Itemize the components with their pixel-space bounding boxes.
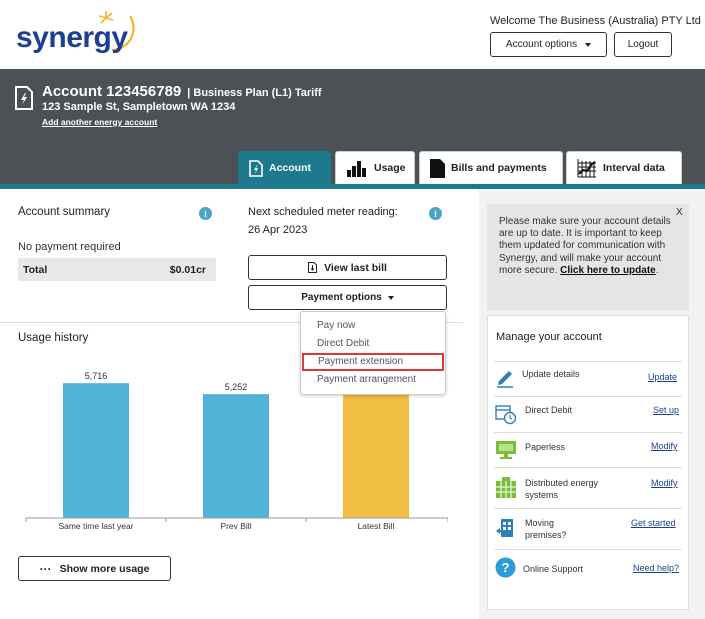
- account-summary-title: Account summary: [18, 206, 111, 218]
- get-started-link[interactable]: Get started: [631, 518, 676, 528]
- moving-building-icon: [496, 519, 513, 537]
- account-options-button[interactable]: Account options: [490, 32, 607, 57]
- document-icon: [430, 158, 445, 178]
- manage-account-panel: [487, 315, 689, 610]
- show-more-usage-label: Show more usage: [59, 562, 150, 575]
- show-more-usage-button[interactable]: ··· Show more usage: [18, 556, 171, 581]
- view-last-bill-label: View last bill: [324, 261, 387, 274]
- manage-row-paperless: [494, 432, 682, 466]
- update-link[interactable]: Update: [648, 372, 678, 382]
- tab-interval-data[interactable]: Interval data: [566, 151, 682, 184]
- logout-button[interactable]: Logout: [614, 32, 672, 57]
- info-icon[interactable]: i: [429, 207, 442, 220]
- account-tab-icon: [249, 159, 263, 177]
- payment-options-menu: Pay now Direct Debit Payment extension P…: [300, 311, 446, 395]
- add-account-link[interactable]: Add another energy account: [42, 117, 158, 127]
- caret-down-icon: [387, 295, 394, 300]
- section-divider: [0, 322, 463, 323]
- manage-label: Paperless: [525, 442, 566, 452]
- manage-row-distributed-energy: [494, 467, 682, 507]
- manage-row-moving: [494, 508, 682, 548]
- tab-usage[interactable]: Usage: [335, 151, 415, 184]
- menu-item-payment-arrangement[interactable]: Payment arrangement: [317, 374, 416, 385]
- modify-link[interactable]: Modify: [651, 478, 678, 488]
- caret-down-icon: [585, 42, 592, 47]
- manage-label: Update details: [522, 369, 580, 379]
- menu-item-direct-debit[interactable]: Direct Debit: [317, 338, 370, 349]
- meter-reading-label: Next scheduled meter reading:: [248, 206, 398, 218]
- menu-item-pay-now[interactable]: Pay now: [317, 320, 356, 331]
- info-icon[interactable]: i: [199, 207, 212, 220]
- account-title: Account 123456789 | Business Plan (L1) Ta…: [42, 83, 322, 100]
- manage-account-title: Manage your account: [496, 331, 602, 343]
- notice-period: .: [655, 264, 659, 276]
- manage-row-direct-debit: [494, 396, 682, 430]
- grid-chart-icon: [577, 159, 596, 178]
- chart-value-label: 5,252: [225, 382, 248, 392]
- logo-text: synergy: [16, 21, 128, 54]
- total-label: Total: [23, 263, 48, 276]
- modify-link[interactable]: Modify: [651, 441, 678, 451]
- need-help-link[interactable]: Need help?: [633, 563, 680, 573]
- manage-label: Online Support: [523, 564, 584, 574]
- close-icon[interactable]: X: [676, 207, 683, 218]
- manage-label: Moving premises?: [525, 518, 567, 540]
- pencil-icon: [497, 371, 513, 388]
- download-document-icon: [308, 262, 318, 273]
- monitor-icon: [496, 441, 516, 459]
- update-details-notice: Please make sure your account details ar…: [487, 204, 689, 310]
- tab-account[interactable]: Account: [238, 151, 331, 184]
- manage-label: Direct Debit: [525, 405, 573, 415]
- payment-options-label: Payment options: [301, 292, 382, 303]
- notice-update-link[interactable]: Click here to update: [560, 264, 656, 276]
- set-up-link[interactable]: Set up: [653, 405, 680, 415]
- calendar-clock-icon: [495, 405, 517, 425]
- sun-logo-icon: [98, 11, 135, 52]
- chart-category-label: Same time last year: [58, 521, 133, 531]
- chart-value-label: 5,716: [85, 371, 108, 381]
- menu-item-payment-extension[interactable]: Payment extension: [302, 353, 444, 371]
- manage-row-online-support: [494, 549, 682, 583]
- chart-bar: [63, 383, 129, 518]
- total-value: $0.01cr: [169, 263, 206, 276]
- chart-category-label: Prev Bill: [220, 521, 251, 531]
- usage-history-title: Usage history: [18, 332, 89, 344]
- tab-bills-label: Bills and payments: [451, 162, 547, 174]
- solar-panel-icon: [496, 477, 516, 498]
- payment-options-button[interactable]: Payment options: [248, 285, 447, 310]
- account-options-label: Account options: [505, 39, 578, 50]
- manage-label: Distributed energy systems: [525, 478, 599, 500]
- chart-category-label: Latest Bill: [358, 521, 395, 531]
- account-address: 123 Sample St, Sampletown WA 1234: [42, 101, 236, 113]
- bar-chart-icon: [347, 161, 366, 177]
- notice-text: Please make sure your account details ar…: [499, 216, 671, 276]
- bill-document-icon: [15, 86, 33, 110]
- meter-reading-date: 26 Apr 2023: [248, 224, 308, 236]
- welcome-text: Welcome The Business (Australia) PTY Ltd: [490, 15, 701, 27]
- tab-account-label: Account: [269, 162, 311, 174]
- manage-row-update-details: [494, 361, 682, 395]
- payment-status: No payment required: [18, 241, 121, 253]
- help-icon: ?: [495, 557, 516, 578]
- tab-usage-label: Usage: [374, 162, 406, 174]
- tab-bills-and-payments[interactable]: Bills and payments: [419, 151, 563, 184]
- account-plan: | Business Plan (L1) Tariff: [187, 87, 322, 99]
- chart-bar: [203, 394, 269, 518]
- account-number: Account 123456789: [42, 83, 182, 100]
- synergy-logo[interactable]: synergy: [16, 10, 136, 60]
- svg-text:?: ?: [502, 560, 510, 575]
- tab-underline: [0, 184, 705, 189]
- view-last-bill-button[interactable]: View last bill: [248, 255, 447, 280]
- total-row: Total $0.01cr: [18, 258, 216, 281]
- more-dots-icon: ···: [39, 561, 52, 576]
- tab-interval-label: Interval data: [603, 162, 665, 174]
